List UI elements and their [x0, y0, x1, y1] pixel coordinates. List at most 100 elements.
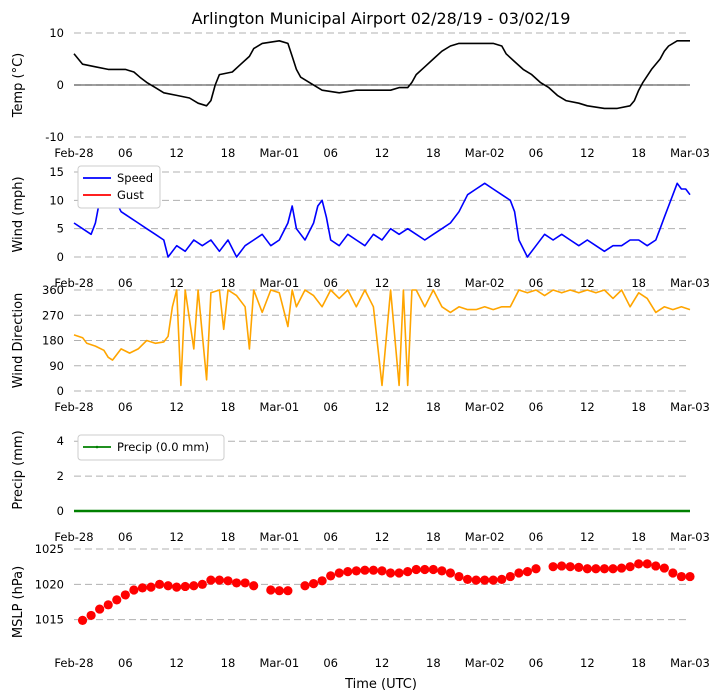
panel-precip: 0 2 4 Feb-28 06 12 18 Mar-01 06 12 18 Mar-02 06 12 18 M… [11, 430, 710, 544]
data-point [437, 566, 447, 576]
y-tick-label: 10 [49, 26, 64, 40]
legend-box [77, 165, 161, 209]
x-tick-label: 06 [118, 530, 133, 544]
y-tick-label: -10 [45, 130, 64, 144]
x-tick-label: Mar-01 [259, 656, 299, 670]
y-tick-label: 4 [57, 434, 64, 448]
x-tick-label: 12 [375, 146, 390, 160]
x-tick-label: Mar-02 [465, 656, 505, 670]
x-tick-label: Mar-01 [259, 530, 299, 544]
data-point [206, 575, 216, 585]
data-point [154, 579, 165, 589]
x-tick-label: 18 [631, 530, 646, 544]
x-tick-label: Feb-28 [54, 656, 93, 670]
data-point [522, 567, 533, 577]
x-tick-label: 12 [375, 656, 390, 670]
panel-wdir: 0 90 180 270 360 Feb-28 06 12 18 Mar-01 06 12 18 Mar-… [11, 283, 710, 414]
series-line-temp [73, 40, 690, 110]
x-tick-label: 18 [426, 530, 441, 544]
x-tick-label: Mar-02 [465, 400, 505, 414]
data-point [651, 561, 661, 571]
x-tick-label: Feb-28 [54, 276, 93, 290]
data-point [548, 562, 558, 572]
y-tick-label: 360 [42, 283, 64, 297]
data-point [634, 559, 644, 569]
data-point [103, 600, 113, 610]
y-axis-label: Temp (°C) [11, 53, 26, 119]
data-point [300, 581, 310, 591]
legend-label: Precip (0.0 mm) [117, 440, 209, 454]
legend-label: Speed [117, 171, 153, 185]
data-point [591, 564, 601, 574]
x-tick-label: Mar-03 [670, 656, 710, 670]
x-tick-label: 12 [169, 656, 184, 670]
data-point [172, 582, 182, 592]
data-point [497, 574, 507, 584]
x-tick-label: 06 [118, 656, 133, 670]
data-point [360, 565, 370, 575]
x-tick-label: Mar-03 [670, 276, 710, 290]
data-point [616, 563, 627, 573]
x-tick-label: Feb-28 [54, 530, 93, 544]
x-tick-label: 06 [323, 400, 338, 414]
x-tick-label: 18 [221, 530, 236, 544]
data-point [411, 564, 421, 575]
data-point [351, 566, 361, 576]
x-tick-label: 12 [580, 656, 595, 670]
y-axis-label: Wind (mph) [11, 176, 26, 252]
y-tick-label: 1025 [35, 542, 64, 556]
data-point [77, 615, 88, 625]
data-point [625, 562, 635, 572]
x-tick-label: 18 [426, 276, 441, 290]
data-point [368, 565, 379, 575]
x-tick-label: 18 [426, 656, 441, 670]
panel-wind: 0 5 10 15 Feb-28 06 12 18 Mar-01 06 12 18 Mar-02 06 12… [11, 165, 710, 290]
data-point [428, 564, 438, 575]
y-tick-label: 10 [49, 193, 64, 207]
x-tick-label: 18 [631, 276, 646, 290]
series-line-direction [73, 289, 691, 387]
x-tick-label: Mar-02 [465, 276, 505, 290]
x-tick-label: 06 [118, 146, 133, 160]
legend-marker [95, 445, 99, 449]
data-point [668, 568, 678, 578]
x-tick-label: 12 [375, 530, 390, 544]
data-point [685, 571, 695, 582]
x-tick-label: Feb-28 [54, 146, 93, 160]
x-tick-label: 06 [323, 276, 338, 290]
y-tick-label: 5 [57, 222, 64, 236]
x-tick-label: 12 [580, 276, 595, 290]
x-tick-label: 06 [323, 146, 338, 160]
x-tick-label: 06 [529, 656, 544, 670]
x-tick-label: 18 [221, 656, 236, 670]
data-point [574, 562, 584, 572]
x-tick-label: Mar-03 [670, 400, 710, 414]
y-tick-label: 2 [57, 469, 64, 483]
data-point [163, 581, 173, 591]
x-tick-label: Mar-03 [670, 146, 710, 160]
data-point [343, 567, 353, 577]
data-point [420, 564, 430, 575]
data-point [582, 564, 592, 574]
x-tick-label: Mar-01 [259, 146, 299, 160]
y-tick-label: 0 [57, 384, 64, 398]
data-point [659, 563, 669, 573]
data-point [249, 581, 259, 591]
x-tick-label: 18 [631, 146, 646, 160]
panel-mslp: 1015 1020 1025 Feb-28 06 12 18 Mar-01 06 12 18 Mar-… [11, 542, 710, 670]
y-tick-label: 0 [57, 504, 64, 518]
data-point [129, 585, 139, 595]
y-tick-label: 1015 [35, 613, 64, 627]
x-tick-label: 18 [221, 146, 236, 160]
x-tick-label: 12 [375, 400, 390, 414]
legend-label: Gust [117, 188, 144, 202]
y-tick-label: 1020 [35, 577, 64, 591]
data-point [283, 586, 293, 596]
x-tick-label: 12 [580, 146, 595, 160]
x-tick-label: 12 [375, 276, 390, 290]
x-tick-label: Mar-01 [259, 400, 299, 414]
data-point [189, 581, 199, 591]
x-tick-label: 06 [323, 656, 338, 670]
data-point [488, 575, 498, 585]
